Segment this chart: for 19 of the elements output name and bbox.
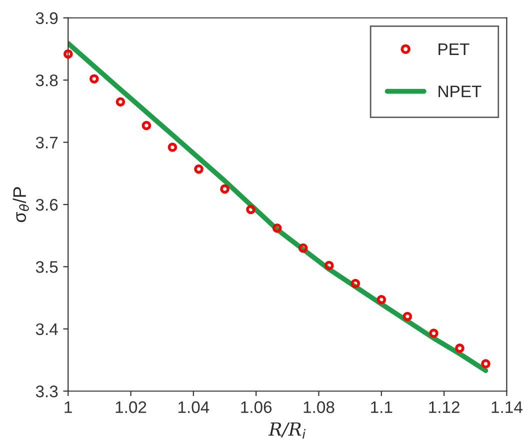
y-tick-label: 3.7 (36, 136, 58, 148)
x-tick-label: 1.1 (371, 401, 392, 413)
x-tick-label: 1.08 (304, 401, 334, 414)
x-tick-label: 1.06 (241, 401, 272, 414)
y-tick-label: 3.9 (36, 12, 58, 24)
y-axis-title: σ$_{θ}$/P (12, 187, 29, 222)
legend-label: PET (438, 43, 470, 55)
legend-label: NPET (438, 86, 482, 98)
y-tick-label: 3.4 (36, 323, 58, 336)
x-tick-label: 1.02 (116, 401, 146, 414)
y-tick-label: 3.6 (36, 198, 58, 211)
x-tick-label: 1.14 (492, 401, 522, 413)
x-tick-label: 1.04 (178, 401, 210, 414)
x-axis-title: R/R$_{i}$ (268, 422, 306, 439)
y-tick-label: 3.5 (36, 261, 58, 273)
x-tick-label: 1.12 (429, 401, 460, 413)
y-tick-label: 3.3 (36, 386, 58, 398)
x-tick-label: 1 (64, 401, 72, 413)
y-tick-label: 3.8 (36, 74, 58, 86)
